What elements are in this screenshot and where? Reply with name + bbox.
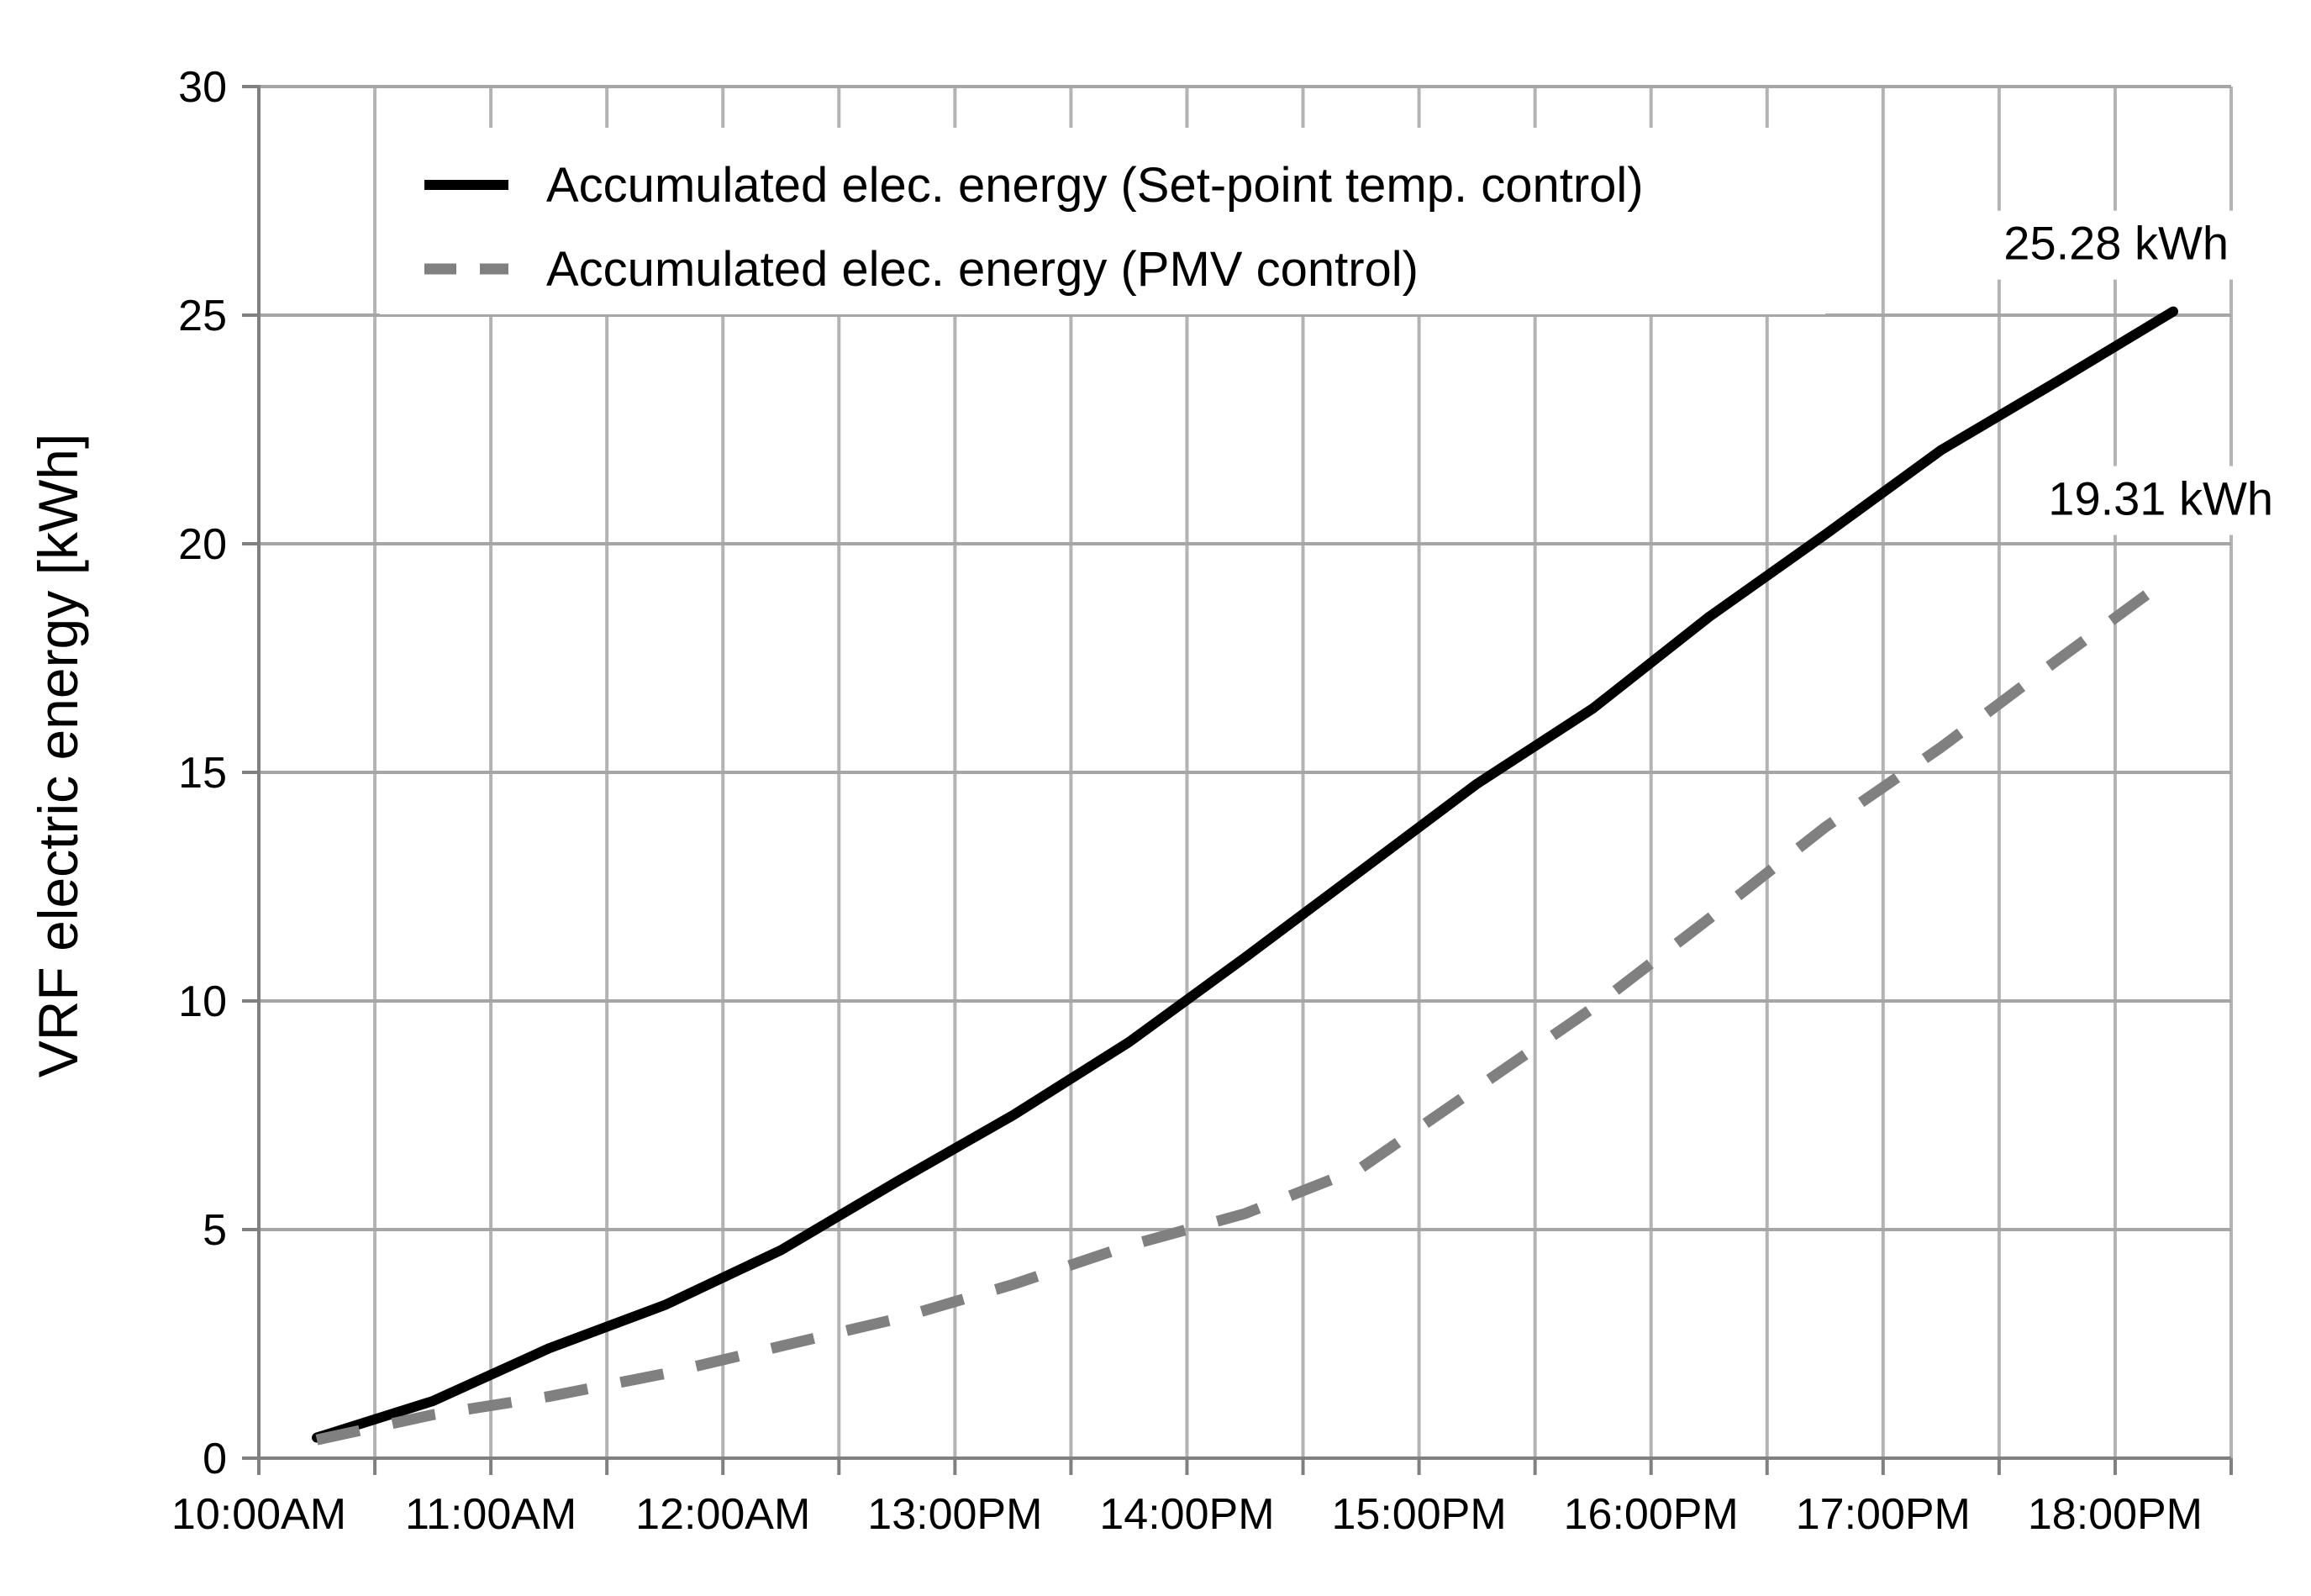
annotation-background [2013, 466, 2282, 535]
y-tick-label: 30 [178, 63, 227, 112]
x-tick-label: 13:00PM [867, 1490, 1042, 1539]
legend-label: Accumulated elec. energy (Set-point temp… [546, 158, 1644, 213]
x-tick-label: 15:00PM [1332, 1490, 1507, 1539]
y-tick-label: 15 [178, 749, 227, 798]
x-tick-label: 14:00PM [1099, 1490, 1274, 1539]
end-annotations: 25.28 kWh 19.31 kWh [1968, 210, 2282, 535]
x-tick-label: 17:00PM [1796, 1490, 1971, 1539]
x-tick-label: 10:00AM [171, 1490, 346, 1539]
y-tick-label: 20 [178, 520, 227, 569]
legend-background [380, 128, 1825, 314]
legend-label: Accumulated elec. energy (PMV control) [546, 242, 1419, 297]
x-tick-label: 12:00AM [635, 1490, 810, 1539]
legend: Accumulated elec. energy (Set-point temp… [380, 128, 1825, 314]
x-tick-label: 18:00PM [2028, 1490, 2203, 1539]
annotation-background [1968, 210, 2237, 280]
tick-labels: 0 5 10 15 20 25 30 10:00AM 11:00AM 12:00AM 13:00PM… [171, 63, 2203, 1539]
axes [242, 85, 2233, 1475]
y-tick-label: 25 [178, 292, 227, 340]
y-tick-label: 5 [203, 1206, 227, 1255]
x-tick-label: 11:00AM [405, 1490, 576, 1539]
series-lines [312, 306, 2178, 1446]
end-value-label: 25.28 kWh [2003, 217, 2229, 270]
y-axis-title: VRF electric energy [kWh] [27, 434, 89, 1078]
y-tick-label: 10 [178, 977, 227, 1026]
series-line-set-point-control [312, 306, 2178, 1443]
end-value-label: 19.31 kWh [2048, 472, 2273, 525]
grid [259, 85, 2233, 1458]
series-line-pmv-control [315, 571, 2177, 1446]
x-tick-label: 16:00PM [1564, 1490, 1739, 1539]
y-tick-label: 0 [203, 1435, 227, 1483]
